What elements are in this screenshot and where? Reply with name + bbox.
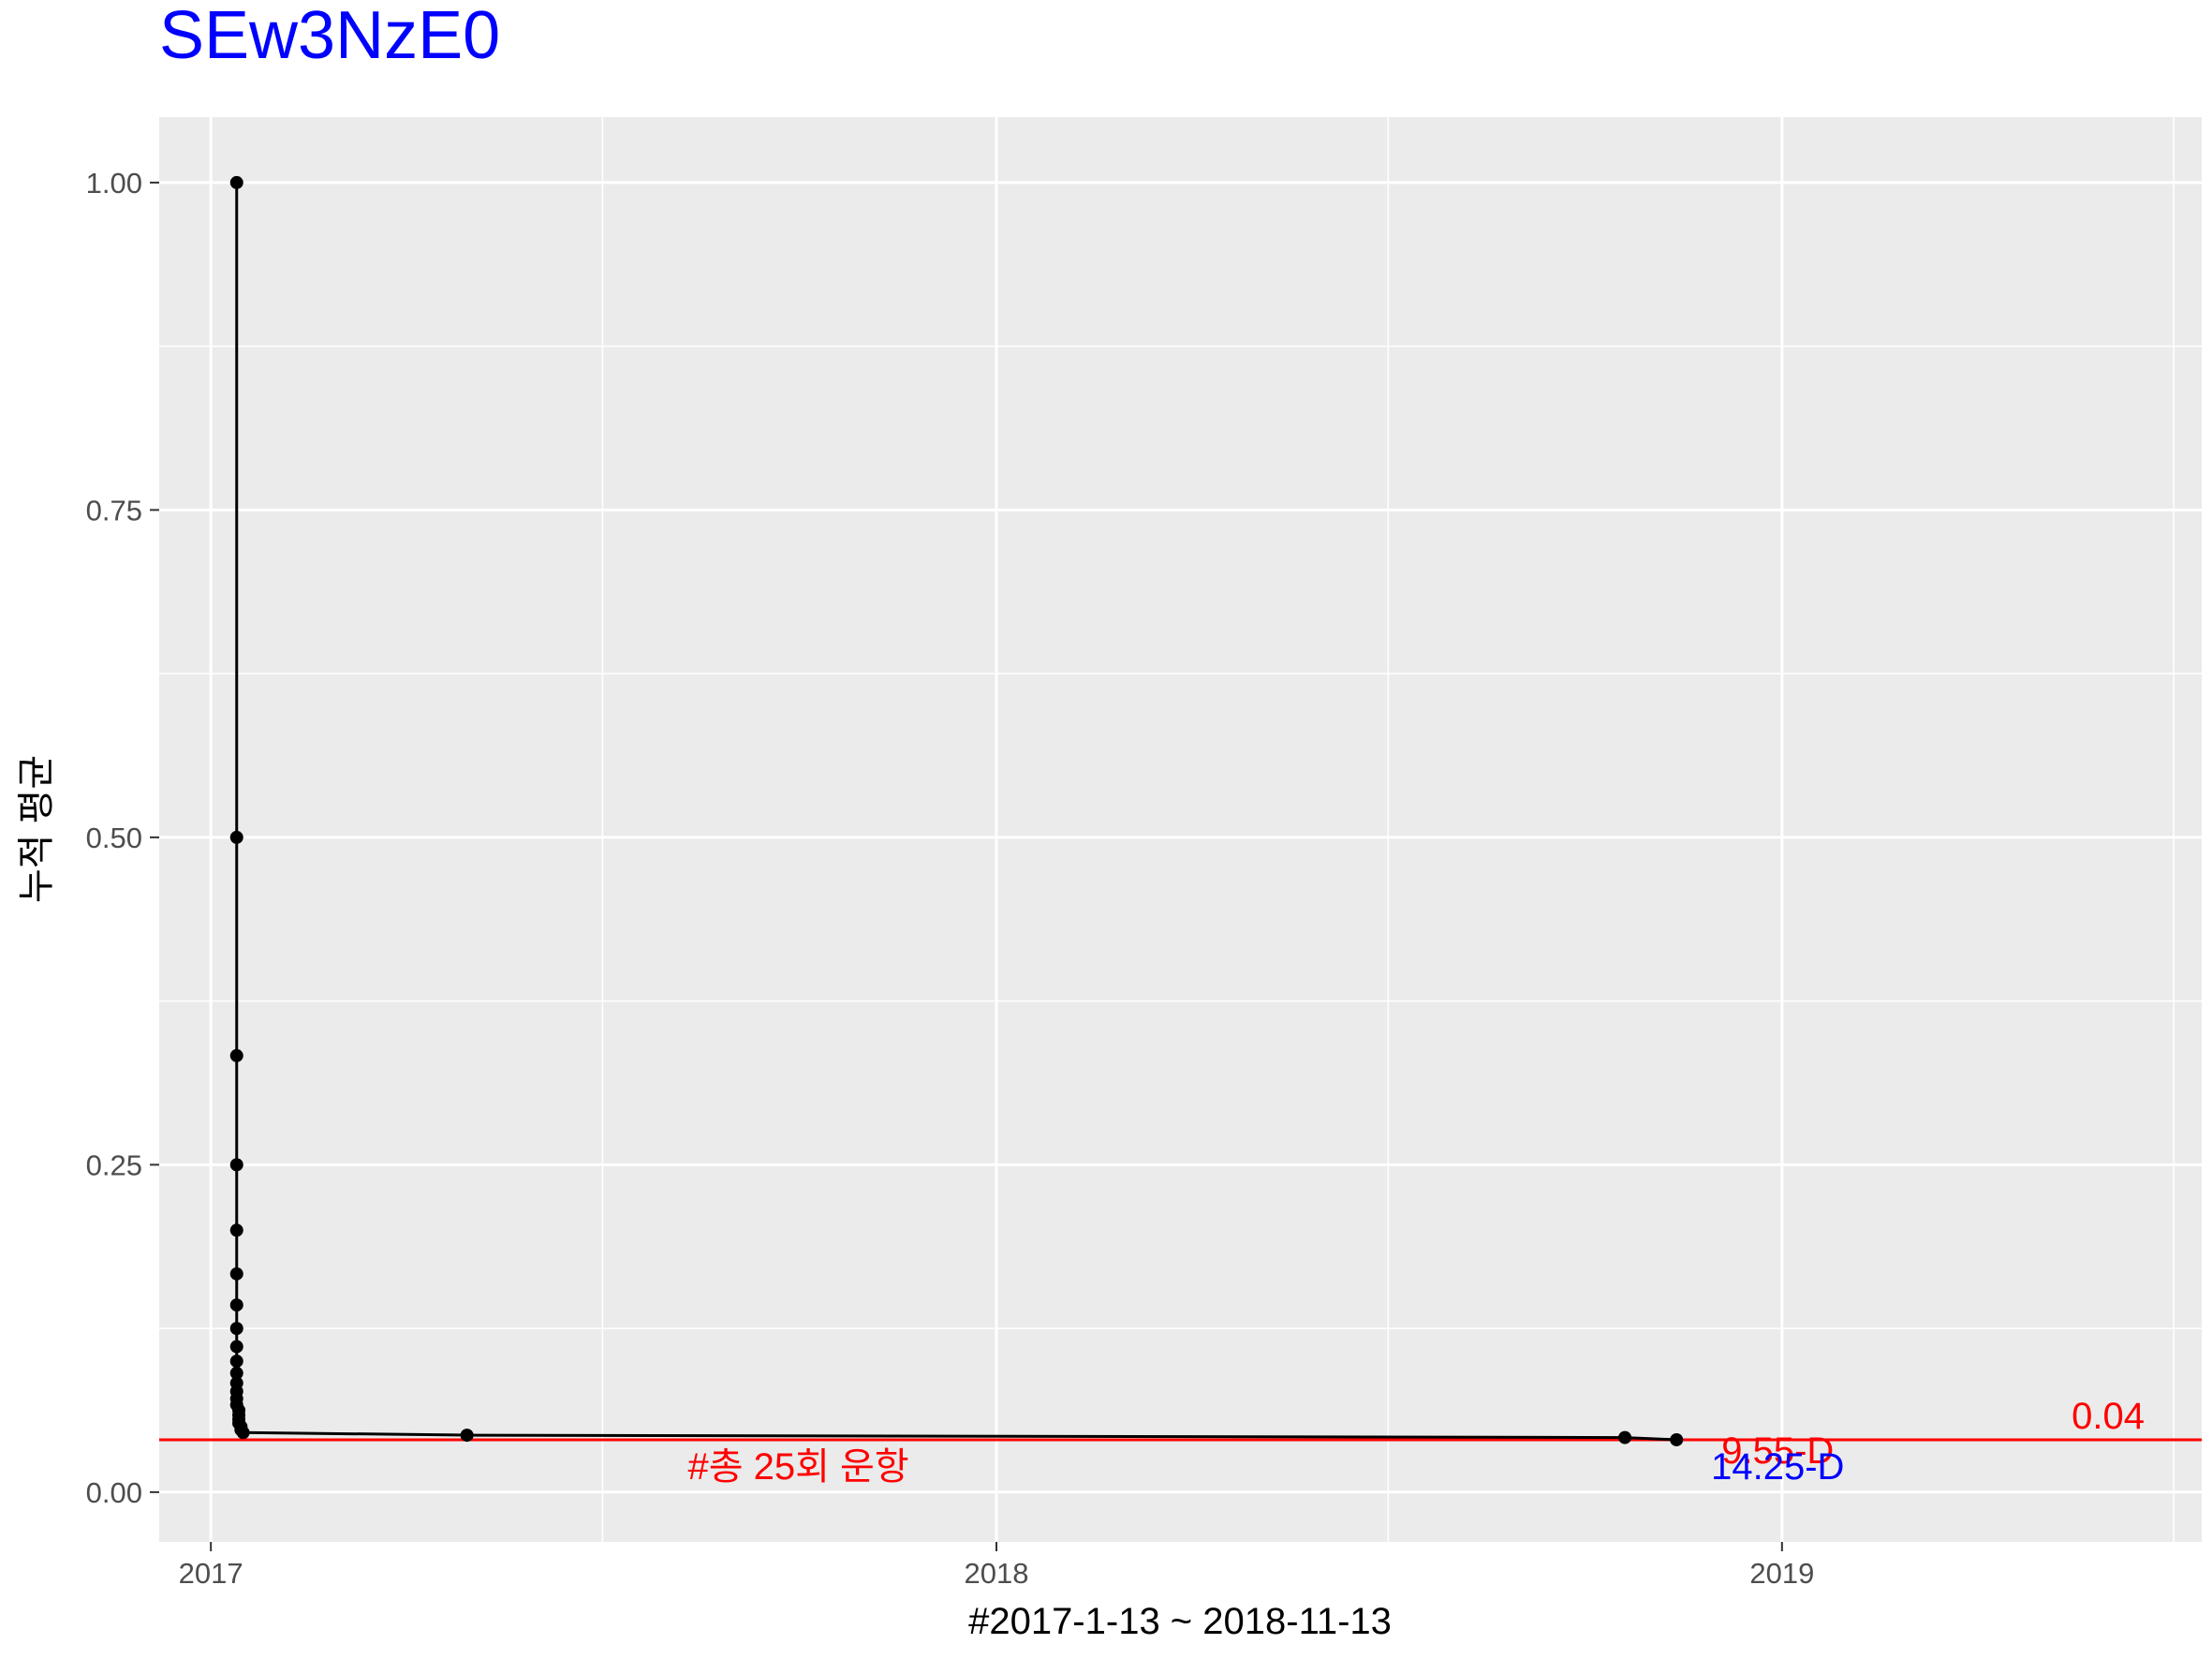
- data-point: [229, 1298, 243, 1312]
- x-axis-title: #2017-1-13 ~ 2018-11-13: [968, 1601, 1392, 1642]
- data-point: [229, 1048, 243, 1062]
- data-point: [229, 830, 243, 844]
- y-tick-label: 1.00: [86, 167, 142, 200]
- data-point: [236, 1426, 250, 1440]
- annotation-label: 14.25-D: [1711, 1446, 1844, 1488]
- x-tick-label: 2017: [179, 1557, 243, 1590]
- data-point: [460, 1429, 474, 1443]
- data-point: [229, 1340, 243, 1354]
- data-point: [1670, 1432, 1684, 1446]
- x-tick-label: 2018: [965, 1557, 1029, 1590]
- plot-panel: [159, 117, 2202, 1542]
- reference-line-group: 0.04: [159, 1396, 2202, 1442]
- x-tick-label: 2019: [1749, 1557, 1814, 1590]
- axes-group: 0.00 0.25 0.50 0.75 1.00 2017 2018 2019: [86, 167, 1815, 1590]
- chart-title: SEw3NzE0: [159, 0, 500, 73]
- y-axis-title: 누적 평균: [16, 755, 57, 903]
- y-tick-label: 0.00: [86, 1476, 142, 1509]
- grid-lines: [159, 117, 2202, 1542]
- annotation-label: #총 25회 운항: [687, 1446, 908, 1488]
- data-point: [229, 175, 243, 189]
- data-point: [229, 1355, 243, 1369]
- y-tick-label: 0.25: [86, 1148, 142, 1181]
- annotations-group: #총 25회 운항 9.55-D14.25-D: [687, 1430, 1844, 1488]
- reference-line-label: 0.04: [2072, 1396, 2145, 1437]
- data-point: [229, 1223, 243, 1237]
- data-point: [229, 1158, 243, 1172]
- annotation-label: 9.55-D: [1721, 1430, 1834, 1472]
- y-tick-label: 0.50: [86, 822, 142, 854]
- series-group: [229, 175, 1684, 1446]
- y-tick-label: 0.75: [86, 494, 142, 526]
- data-point: [1618, 1430, 1632, 1444]
- data-point: [229, 1322, 243, 1336]
- data-point: [229, 1366, 243, 1380]
- data-point: [229, 1266, 243, 1281]
